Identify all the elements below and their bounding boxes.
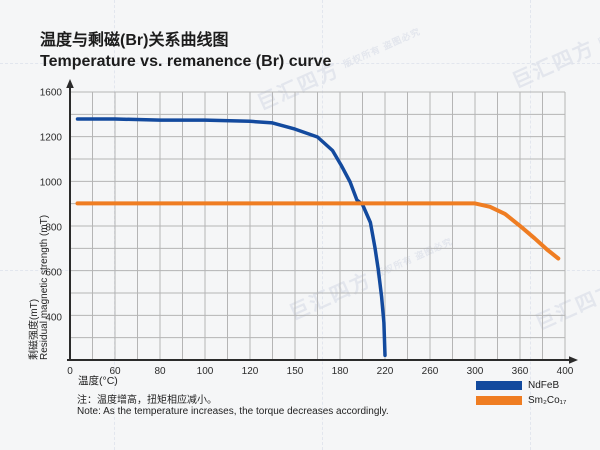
x-tick-label: 100 <box>197 366 214 377</box>
legend-label-sm2co17: Sm₂Co₁₇ <box>528 395 567 406</box>
y-axis-title-en: Residual magnetic strength (mT) <box>39 214 50 360</box>
x-axis-title: 温度(°C) <box>78 375 118 387</box>
background-grid-line <box>530 0 531 450</box>
x-tick-label: 220 <box>377 366 394 377</box>
x-tick-label: 180 <box>332 366 349 377</box>
y-tick-label: 1200 <box>40 133 63 144</box>
y-tick-label: 800 <box>45 223 62 234</box>
series-curve-ndfeb <box>75 117 387 358</box>
y-tick-label: 1600 <box>40 88 63 99</box>
legend-item-ndfeb: NdFeB <box>476 380 566 391</box>
x-tick-label: 150 <box>287 366 304 377</box>
x-axis-arrow-icon <box>569 356 578 364</box>
x-tick-label: 260 <box>422 366 439 377</box>
y-tick-label: 1000 <box>40 178 63 189</box>
x-tick-label: 80 <box>154 366 166 377</box>
legend-item-sm2co17: Sm₂Co₁₇ <box>476 395 566 406</box>
y-tick-label: 400 <box>45 313 62 324</box>
y-axis-arrow-icon <box>66 79 74 88</box>
x-tick-label: 400 <box>557 366 574 377</box>
legend-label-ndfeb: NdFeB <box>528 380 560 391</box>
title-block: 温度与剩磁(Br)关系曲线图 Temperature vs. remanence… <box>40 30 331 72</box>
y-tick-label: 600 <box>45 268 62 279</box>
note-en: Note: As the temperature increases, the … <box>77 406 389 417</box>
x-tick-label: 360 <box>512 366 529 377</box>
background-grid-line <box>0 63 600 64</box>
x-tick-label: 60 <box>109 366 121 377</box>
y-axis-title-zh: 剩磁强度(mT) <box>29 298 40 360</box>
x-tick-label: 0 <box>67 366 73 377</box>
chart-legend: NdFeB Sm₂Co₁₇ <box>476 380 566 406</box>
chart-note: 注：温度增高，扭矩相应减小。 Note: As the temperature … <box>77 395 389 417</box>
legend-swatch-sm2co17 <box>476 396 522 405</box>
series-curve-sm2co17 <box>75 201 561 261</box>
background-grid-line <box>322 0 323 450</box>
chart-title-zh: 温度与剩磁(Br)关系曲线图 <box>40 32 229 49</box>
note-zh: 注：温度增高，扭矩相应减小。 <box>77 395 217 406</box>
chart-title-en: Temperature vs. remanence (Br) curve <box>40 53 332 70</box>
x-tick-label: 300 <box>467 366 484 377</box>
legend-swatch-ndfeb <box>476 381 522 390</box>
x-tick-label: 120 <box>242 366 259 377</box>
